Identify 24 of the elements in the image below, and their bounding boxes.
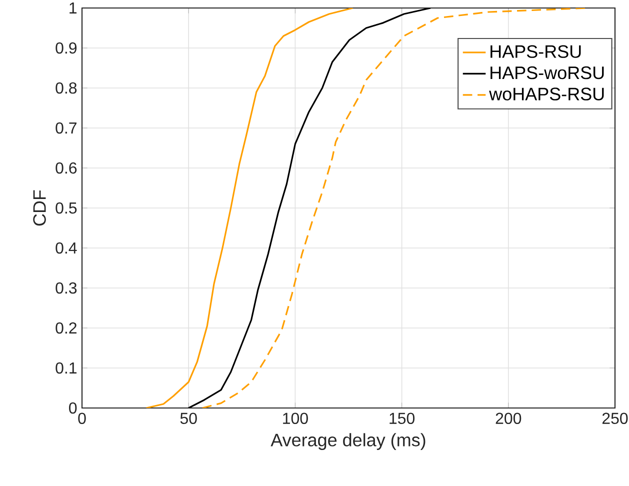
- y-tick-label: 1: [70, 2, 77, 14]
- x-axis-title: Average delay (ms): [270, 433, 426, 450]
- y-tick-label: 0: [69, 402, 77, 414]
- legend-label: woHAPS-RSU: [489, 88, 604, 100]
- y-tick-label: 0.4: [56, 242, 77, 254]
- x-tick-label: 200: [496, 412, 522, 424]
- y-tick-label: 0.7: [56, 122, 76, 134]
- y-tick-label: 0.9: [56, 42, 77, 54]
- legend-label: HAPS-RSU: [490, 45, 581, 58]
- x-tick-label: 0: [78, 412, 86, 424]
- y-axis-title: CDF: [33, 190, 46, 226]
- y-tick-label: 0.1: [56, 362, 77, 374]
- line-series: [146, 8, 354, 408]
- legend-label: HAPS-woRSU: [490, 66, 604, 80]
- y-tick-label: 0.6: [56, 162, 77, 174]
- y-tick-label: 0.8: [56, 82, 77, 94]
- y-tick-label: 0.2: [56, 322, 76, 334]
- y-tick-label: 0.5: [56, 202, 77, 214]
- x-tick-label: 50: [180, 412, 197, 424]
- x-tick-label: 150: [390, 412, 415, 424]
- y-tick-label: 0.3: [56, 282, 77, 294]
- line-series: [188, 8, 432, 408]
- x-tick-label: 100: [283, 412, 308, 424]
- x-tick-label: 250: [602, 412, 628, 424]
